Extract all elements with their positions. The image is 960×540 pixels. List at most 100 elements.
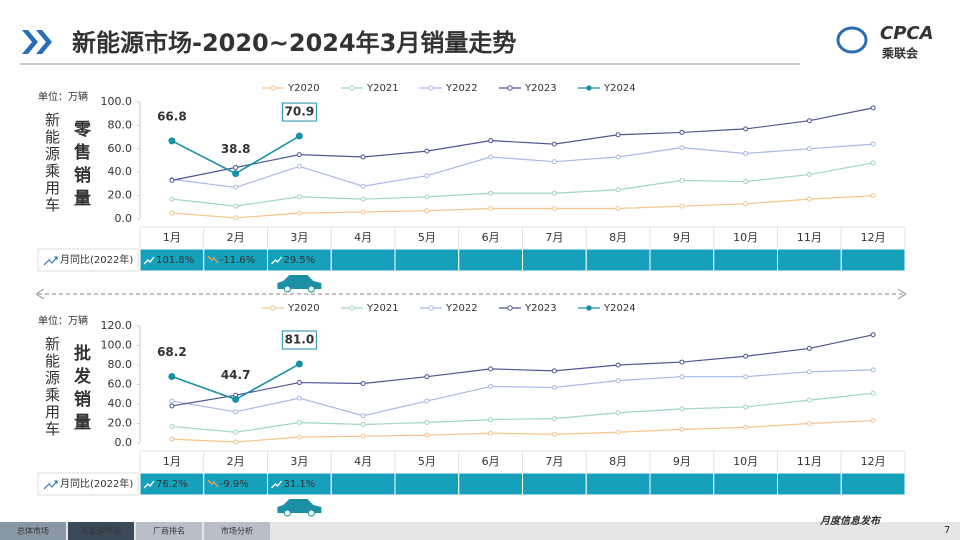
data-point <box>615 132 621 138</box>
yoy-cell <box>777 472 842 496</box>
data-point <box>360 196 366 202</box>
y-tick-label: 100.0 <box>101 95 133 108</box>
data-point <box>679 145 685 151</box>
data-point <box>743 353 749 359</box>
footer-note: 月度信息发布 <box>819 515 882 527</box>
yoy-cell <box>522 248 587 272</box>
data-point <box>295 132 303 140</box>
data-point <box>424 432 430 438</box>
legend-label: Y2022 <box>445 303 478 314</box>
footer-tab[interactable] <box>0 522 66 540</box>
data-point <box>870 332 876 338</box>
data-point <box>806 146 812 152</box>
data-point <box>232 170 240 178</box>
data-point <box>360 433 366 439</box>
yoy-cell <box>840 248 906 272</box>
label-box <box>281 330 317 350</box>
unit-label: 单位：万辆 <box>38 314 88 327</box>
data-point <box>743 201 749 207</box>
car-wheel <box>283 509 291 517</box>
x-tick-label: 2月 <box>227 455 245 468</box>
data-point <box>424 148 430 154</box>
data-point <box>424 374 430 380</box>
data-point <box>488 417 494 423</box>
legend-label: Y2020 <box>287 303 320 314</box>
legend-label: Y2020 <box>287 83 320 94</box>
data-point <box>424 194 430 200</box>
data-point <box>551 431 557 437</box>
x-tick-label: 7月 <box>545 455 563 468</box>
y-tick-label: 120.0 <box>101 319 133 332</box>
x-tick-label: 10月 <box>733 231 758 244</box>
data-point <box>743 424 749 430</box>
x-tick-label: 4月 <box>354 455 372 468</box>
data-point <box>233 215 239 221</box>
trend-icon <box>43 256 58 266</box>
yoy-cell <box>330 248 396 272</box>
yoy-cell <box>840 472 906 496</box>
data-point <box>551 205 557 211</box>
x-tick-label: 9月 <box>673 231 691 244</box>
down-icon <box>207 255 219 264</box>
x-tick-label: 10月 <box>733 455 758 468</box>
yoy-value: -11.6% <box>220 255 255 266</box>
data-point <box>232 395 240 403</box>
data-point <box>806 196 812 202</box>
data-point <box>296 395 302 401</box>
legend-marker <box>586 305 592 311</box>
yoy-cell <box>713 248 778 272</box>
data-point <box>743 150 749 156</box>
data-point <box>169 196 175 202</box>
data-point <box>168 373 176 381</box>
footer-tab[interactable] <box>204 522 270 540</box>
x-tick-label: 12月 <box>861 455 886 468</box>
car-wheel <box>307 285 315 293</box>
data-point <box>295 360 303 368</box>
footer-tab[interactable] <box>68 522 134 540</box>
legend-marker <box>270 85 276 91</box>
data-point <box>806 369 812 375</box>
footer-tab-label: 厂商排名 <box>153 526 185 536</box>
yoy-cell <box>713 472 778 496</box>
car-icon <box>277 499 322 513</box>
x-tick-label: 8月 <box>609 455 627 468</box>
y-tick-label: 100.0 <box>101 339 133 352</box>
data-point <box>806 397 812 403</box>
data-point <box>488 138 494 144</box>
data-point <box>743 404 749 410</box>
x-tick-label: 6月 <box>482 455 500 468</box>
y-tick-label: 40.0 <box>108 397 133 410</box>
series-line <box>171 195 874 219</box>
data-point <box>296 152 302 158</box>
series-line <box>171 392 874 433</box>
footer-tab[interactable] <box>136 522 202 540</box>
data-point <box>551 190 557 196</box>
data-point <box>360 381 366 387</box>
data-point <box>551 416 557 422</box>
x-tick-label: 2月 <box>227 231 245 244</box>
legend-marker <box>270 305 276 311</box>
data-point <box>743 126 749 132</box>
data-point <box>679 406 685 412</box>
yoy-cell <box>394 248 460 272</box>
legend-marker <box>428 85 434 91</box>
data-point <box>870 105 876 111</box>
legend-label: Y2023 <box>524 83 557 94</box>
up-icon <box>143 256 155 265</box>
logo-text: CPCA <box>880 23 934 44</box>
side-label: 新能源乘用车 <box>43 336 61 438</box>
yoy-value: 101.8% <box>156 255 194 266</box>
yoy-cell <box>330 472 396 496</box>
yoy-cell <box>522 472 587 496</box>
up-icon <box>271 256 283 265</box>
legend-label: Y2024 <box>603 303 636 314</box>
data-point <box>424 420 430 426</box>
data-point <box>551 159 557 165</box>
up-icon <box>271 480 283 489</box>
yoy-cell <box>394 472 460 496</box>
y-tick-label: 20.0 <box>108 189 133 202</box>
legend-label: Y2023 <box>524 303 557 314</box>
data-point <box>743 179 749 185</box>
legend-marker <box>507 305 513 311</box>
